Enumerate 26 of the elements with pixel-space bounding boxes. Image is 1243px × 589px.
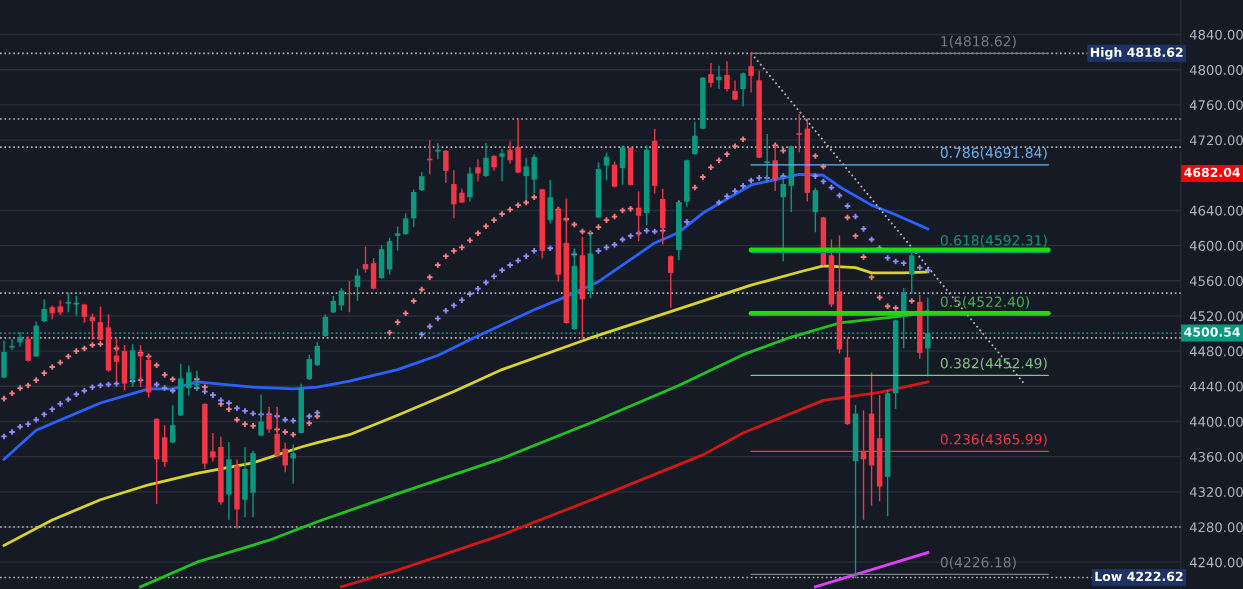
y-tick-label: 4800.00: [1189, 64, 1243, 75]
ref-line-label: High 4818.62: [1090, 47, 1183, 60]
y-tick-label: 4720.00: [1189, 135, 1243, 146]
ref-line-label: Low 4222.62: [1095, 571, 1183, 582]
y-tick-label: 4280.00: [1189, 522, 1243, 533]
ref-line-label: 0.236(4365.99): [940, 433, 1047, 447]
y-tick-label: 4240.00: [1189, 557, 1243, 568]
y-tick-label: 4440.00: [1189, 381, 1243, 392]
text: 4682.04: [1184, 167, 1240, 178]
ref-line-label: 0.382(4452.49): [940, 357, 1047, 371]
ref-line-label: 0.618(4592.31): [940, 234, 1047, 248]
ref-line-label: 1(4818.62): [941, 35, 1016, 49]
y-tick-label: 4520.00: [1189, 311, 1243, 322]
y-tick-label: 4560.00: [1189, 276, 1243, 286]
y-tick-label: 4640.00: [1189, 205, 1243, 216]
ref-line-label: 4500.54: [1184, 327, 1240, 337]
y-tick-label: 4840.00: [1189, 29, 1243, 40]
ref-line-label: 0.5(4522.40): [940, 296, 1030, 309]
ref-line-label: 0(4226.18): [940, 556, 1016, 570]
y-tick-label: 4480.00: [1189, 346, 1243, 357]
y-tick-label: 4600.00: [1189, 240, 1243, 251]
y-tick-label: 4760.00: [1189, 100, 1243, 111]
ref-line-label: 0.786(4691.84): [940, 147, 1047, 160]
y-tick-label: 4360.00: [1189, 451, 1243, 462]
y-tick-label: 4320.00: [1189, 487, 1243, 498]
y-tick-label: 4400.00: [1189, 416, 1243, 427]
